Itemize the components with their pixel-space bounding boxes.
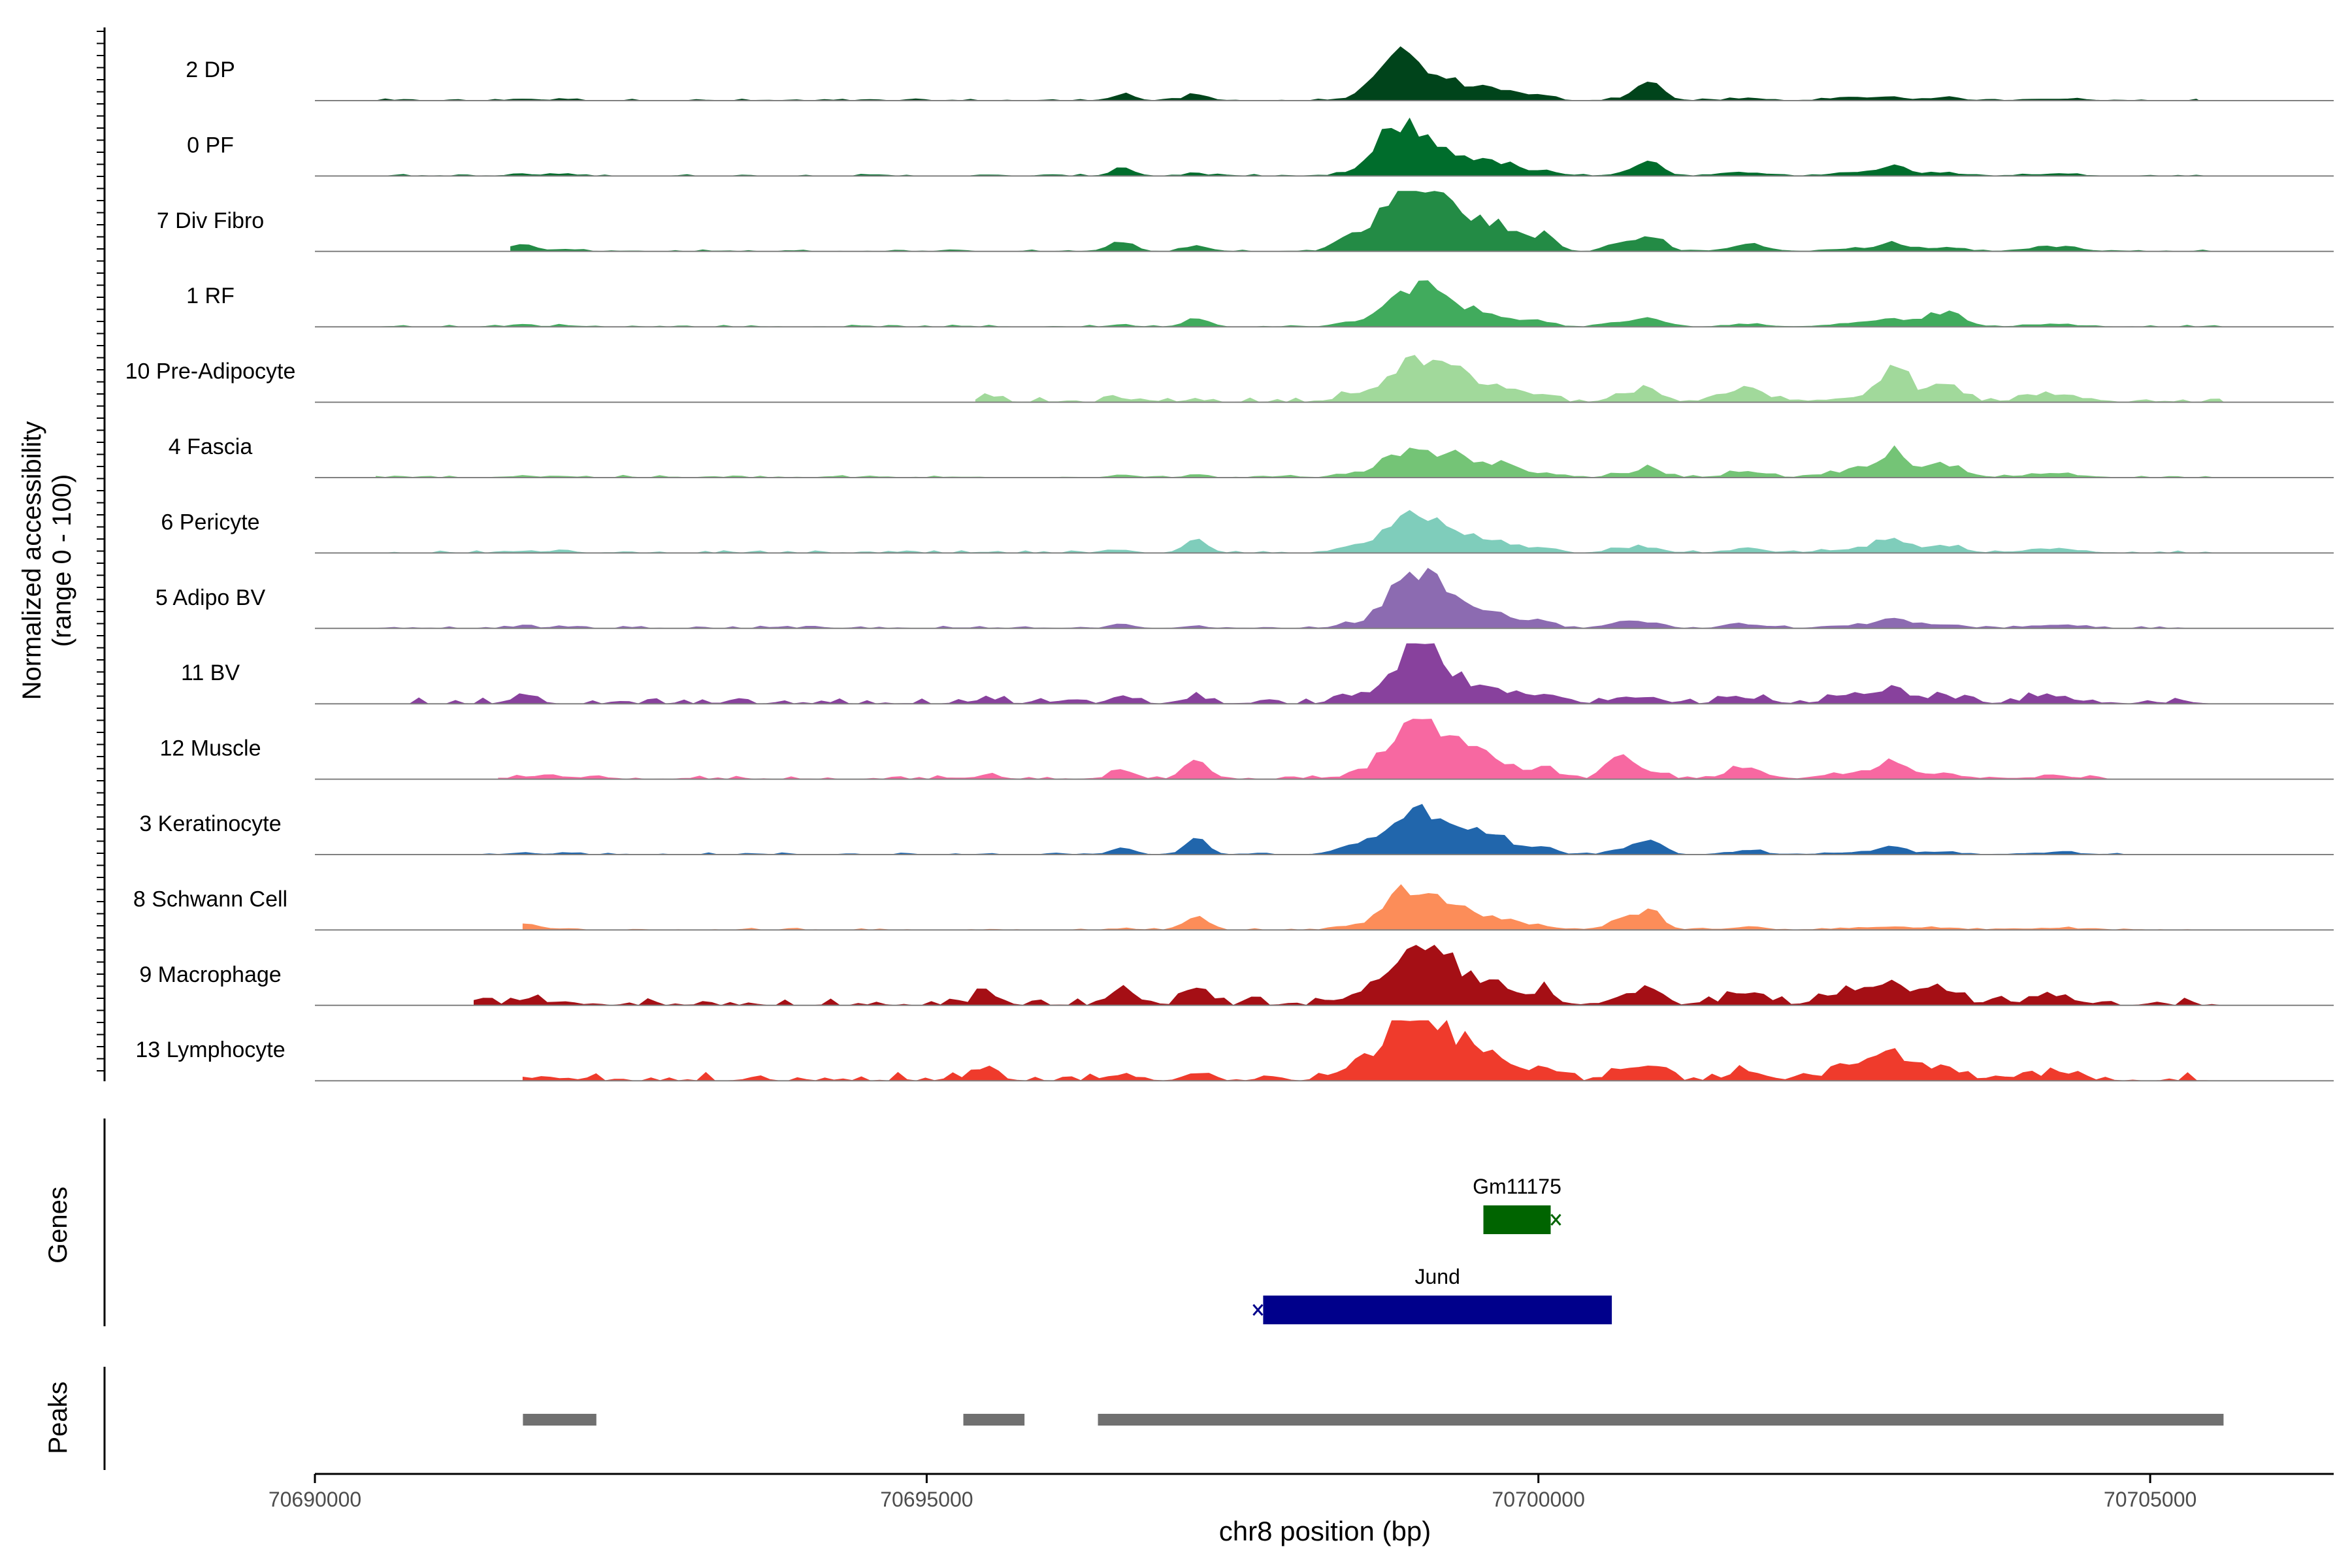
coverage-area: [461, 804, 2126, 855]
x-tick-label: 70695000: [880, 1488, 973, 1511]
strand-arrow: [1252, 1304, 1264, 1316]
coverage-tracks: 2 DP 0 PF 7 Div Fibro 1 RF 10 Pre-Adipocyte 4…: [125, 46, 2334, 1082]
track-label: 13 Lymphocyte: [135, 1037, 285, 1062]
track-2-dp: 2 DP: [186, 46, 2334, 101]
peaks-label: Peaks: [44, 1381, 73, 1454]
x-tick-label: 70690000: [269, 1488, 361, 1511]
track-label: 8 Schwann Cell: [133, 887, 287, 911]
track-label: 12 Muscle: [160, 736, 261, 761]
gene-body: [1263, 1296, 1612, 1324]
track-8-schwann-cell: 8 Schwann Cell: [133, 884, 2334, 931]
x-tick-label: 70700000: [1492, 1488, 1585, 1511]
track-label: 9 Macrophage: [139, 962, 281, 987]
track-label: 10 Pre-Adipocyte: [125, 359, 296, 384]
track-label: 4 Fascia: [169, 434, 253, 459]
x-axis: 70690000 70695000 70700000 70705000: [269, 1473, 2334, 1511]
gene-label: Gm11175: [1473, 1175, 1561, 1198]
track-10-pre-adipocyte: 10 Pre-Adipocyte: [125, 355, 2334, 403]
coverage-area: [510, 191, 2224, 252]
track-7-div-fibro: 7 Div Fibro: [157, 191, 2334, 252]
gene-body: [1483, 1205, 1551, 1234]
coverage-area: [400, 643, 2224, 704]
peak-region: [523, 1414, 596, 1426]
track-4-fascia: 4 Fascia: [169, 434, 2334, 478]
track-0-pf: 0 PF: [187, 117, 2334, 177]
coverage-area: [522, 884, 2224, 930]
coverage-area: [376, 280, 2224, 327]
coverage-area: [376, 568, 2224, 629]
coverage-area: [474, 945, 2224, 1006]
coverage-area: [975, 355, 2225, 403]
track-5-adipo-bv: 5 Adipo BV: [155, 568, 2334, 629]
peak-region: [963, 1414, 1025, 1426]
coverage-area: [522, 1020, 2224, 1081]
coverage-area: [376, 117, 2224, 176]
coverage-area: [376, 510, 2224, 553]
x-tick-label: 70705000: [2104, 1488, 2197, 1511]
track-label: 2 DP: [186, 57, 235, 82]
track-3-keratinocyte: 3 Keratinocyte: [139, 804, 2334, 855]
y-axis-label-line: (range 0 - 100): [48, 474, 76, 647]
track-6-pericyte: 6 Pericyte: [161, 510, 2334, 554]
track-11-bv: 11 BV: [181, 643, 2334, 705]
track-12-muscle: 12 Muscle: [160, 719, 2334, 780]
track-label: 0 PF: [187, 133, 234, 157]
y-axis-label-line: Normalized accessibility: [18, 421, 46, 700]
track-label: 3 Keratinocyte: [139, 811, 281, 836]
gene-label: Jund: [1415, 1265, 1460, 1288]
track-9-macrophage: 9 Macrophage: [139, 945, 2334, 1006]
track-label: 6 Pericyte: [161, 510, 259, 534]
genes-label: Genes: [44, 1186, 73, 1264]
track-label: 11 BV: [181, 661, 240, 685]
track-label: 7 Div Fibro: [157, 208, 264, 233]
coverage-y-axis: [97, 27, 106, 1081]
gene-gm11175: Gm11175: [1473, 1175, 1561, 1234]
track-label: 1 RF: [186, 284, 235, 308]
track-1-rf: 1 RF: [186, 280, 2334, 328]
peaks-panel: Peaks: [44, 1367, 2224, 1470]
x-axis-label: chr8 position (bp): [1219, 1516, 1431, 1546]
coverage-area: [376, 46, 2200, 101]
track-13-lymphocyte: 13 Lymphocyte: [135, 1020, 2334, 1082]
gene-jund: Jund: [1252, 1265, 1612, 1324]
strand-arrow: [1550, 1214, 1561, 1226]
coverage-area: [376, 445, 2224, 478]
y-axis-label: Normalized accessibility(range 0 - 100): [18, 421, 76, 700]
peak-region: [1098, 1414, 2224, 1426]
coverage-area: [498, 719, 2114, 780]
genes-panel: Genes Gm11175 Jund: [44, 1119, 1612, 1326]
track-label: 5 Adipo BV: [155, 585, 266, 610]
